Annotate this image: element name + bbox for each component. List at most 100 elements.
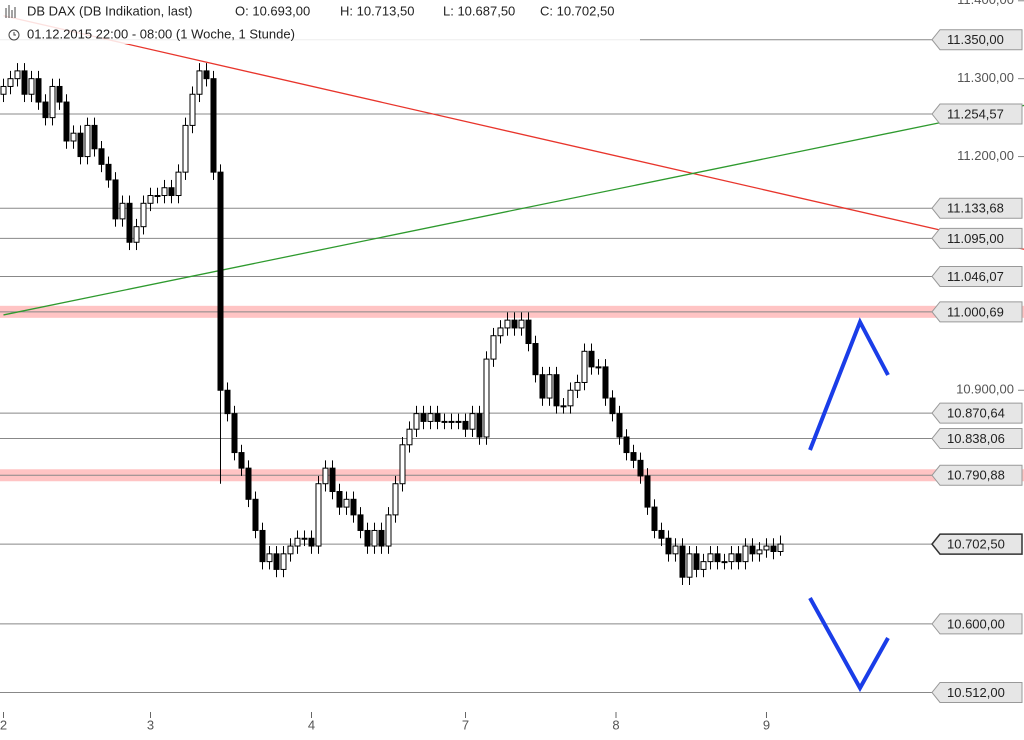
candle-body — [714, 553, 721, 563]
candle-body — [245, 467, 252, 500]
candle-body — [196, 70, 203, 95]
candle-body — [154, 195, 161, 198]
y-tick-label: 11.300,00 — [957, 70, 1014, 85]
candle-body — [644, 475, 651, 508]
candle-body — [602, 366, 609, 399]
candle-body — [504, 319, 511, 329]
candle-body — [399, 444, 406, 485]
high-value: H: 10.713,50 — [340, 3, 414, 18]
candle-body — [574, 381, 581, 391]
candle-body — [238, 452, 245, 469]
candle-body — [630, 452, 637, 461]
level-label-box — [931, 613, 1023, 635]
x-tick-label: 2 — [0, 717, 7, 732]
candle-body — [749, 545, 756, 555]
candle-body — [364, 529, 371, 547]
level-label: 11.350,00 — [947, 32, 1004, 47]
level-label-box — [931, 103, 1023, 125]
close-value: C: 10.702,50 — [540, 3, 614, 18]
candle-body — [385, 514, 392, 547]
candle-body — [525, 319, 532, 345]
candle-body — [553, 374, 560, 407]
level-label: 11.000,69 — [947, 304, 1004, 319]
candle-body — [84, 124, 91, 158]
candle-body — [462, 420, 469, 430]
candle-body — [224, 389, 231, 415]
candle-body — [70, 132, 77, 142]
level-label-box — [931, 301, 1023, 323]
candle-body — [175, 171, 182, 197]
level-label: 10.512,00 — [947, 685, 1005, 700]
candle-body — [133, 226, 140, 243]
candle-body — [63, 101, 70, 142]
candle-body — [672, 545, 679, 555]
open-value: O: 10.693,00 — [235, 3, 310, 18]
candle-body — [728, 553, 735, 563]
candle-body — [378, 529, 385, 547]
candle-body — [357, 514, 364, 531]
candle-body — [777, 543, 784, 552]
clock-hand — [13, 32, 16, 36]
candle-body — [42, 101, 49, 119]
candle-body — [595, 366, 602, 369]
candle-body — [126, 202, 133, 243]
candle-body — [756, 549, 763, 555]
candle-body — [371, 529, 378, 547]
candle-body — [21, 70, 28, 95]
level-label-box — [931, 197, 1023, 219]
level-label: 10.790,88 — [947, 468, 1005, 483]
level-label-box — [931, 227, 1023, 249]
candle-body — [455, 420, 462, 423]
candle-body — [182, 124, 189, 173]
level-label-box — [931, 265, 1023, 287]
candle-body — [0, 85, 7, 95]
candle-body — [231, 413, 238, 454]
chart-subtitle: 01.12.2015 22:00 - 08:00 (1 Woche, 1 Stu… — [27, 26, 295, 41]
y-tick-label: 10.900,00 — [956, 382, 1014, 397]
candle-body — [469, 413, 476, 430]
candle-body — [322, 467, 329, 485]
candle-body — [7, 78, 14, 87]
candle-body — [161, 187, 168, 197]
level-label-box — [931, 428, 1023, 450]
candle-body — [665, 537, 672, 555]
level-label: 10.600,00 — [947, 616, 1005, 631]
level-label-box — [931, 402, 1023, 424]
candle-body — [203, 70, 210, 80]
clock-icon — [8, 29, 20, 41]
candle-body — [77, 132, 84, 158]
candle-body — [658, 529, 665, 539]
candle-body — [14, 70, 21, 80]
candle-body — [413, 413, 420, 430]
candle-body — [441, 420, 448, 423]
candle-body — [392, 483, 399, 516]
candle-body — [735, 553, 742, 563]
candle-body — [532, 343, 539, 376]
candle-body — [343, 498, 350, 508]
candle-body — [427, 413, 434, 422]
x-tick-label: 8 — [612, 717, 619, 732]
candle-body — [210, 78, 217, 173]
candle-body — [581, 350, 588, 383]
candles — [0, 63, 784, 585]
candle-body — [315, 483, 322, 547]
candle-body — [308, 537, 315, 547]
level-label: 10.702,50 — [947, 537, 1005, 552]
candle-body — [588, 350, 595, 368]
candle-body — [511, 319, 518, 329]
down-arrow — [808, 597, 890, 693]
candle-body — [693, 553, 700, 570]
candle-body — [252, 498, 259, 531]
candle-body — [497, 327, 504, 337]
candle-body — [189, 93, 196, 126]
candle-body — [518, 319, 525, 329]
y-tick-label: 11.400,00 — [957, 0, 1014, 7]
candle-body — [280, 553, 287, 570]
candle-body — [140, 202, 147, 228]
candle-body — [329, 467, 336, 493]
level-label-box — [931, 464, 1023, 486]
candle-body — [294, 537, 301, 547]
candle-body — [616, 413, 623, 438]
candle-body — [434, 413, 441, 422]
